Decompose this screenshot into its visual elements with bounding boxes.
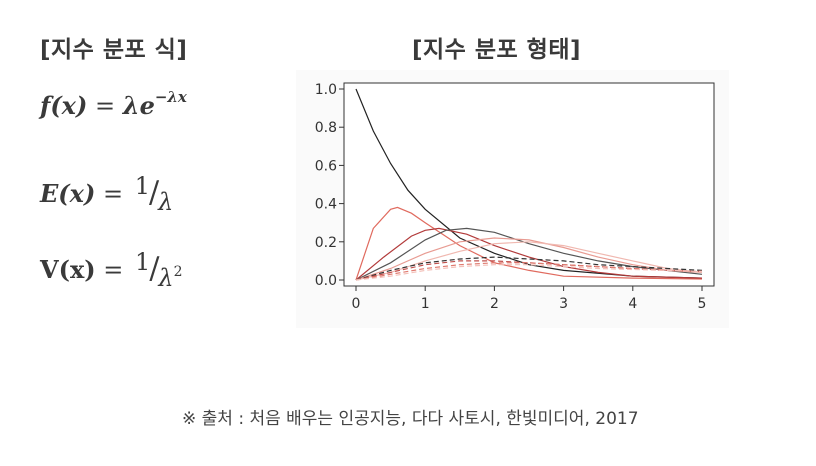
expectation-fraction-slash: /	[148, 175, 160, 210]
y-tick-label: 1.0	[315, 82, 337, 98]
y-tick-label: 0.8	[315, 120, 337, 136]
formula-section-heading: [지수 분포 식]	[40, 37, 188, 63]
series-line-1	[355, 88, 703, 279]
x-tick-label: 1	[421, 296, 430, 312]
y-tick-label: 0.2	[315, 235, 337, 251]
expectation-arg: (x)	[58, 179, 96, 208]
expectation-numerator: 1	[134, 172, 150, 200]
variance-denominator-base: λ	[158, 264, 174, 292]
y-tick-label: 0.4	[315, 197, 337, 213]
expectation-eq: =	[95, 180, 131, 208]
variance-eq: =	[95, 256, 132, 284]
series-line-5	[355, 237, 703, 281]
variance-numerator: 1	[135, 248, 151, 276]
pdf-arg: (x)	[50, 91, 88, 120]
variance-denominator-power: 2	[173, 264, 183, 280]
expectation-lhs: E	[40, 179, 59, 208]
exponential-distribution-chart: 0.0 0.2 0.4 0.6 0.8 1.0 0 1 2 3 4 5	[296, 70, 729, 328]
series-line-2	[355, 206, 703, 281]
series-line-4	[355, 227, 703, 281]
series-line-7	[355, 256, 703, 281]
variance-lhs: V	[40, 255, 59, 284]
variance-denominator: λ2	[158, 264, 182, 292]
series-line-10	[355, 264, 703, 281]
expectation-denominator: λ	[158, 188, 174, 216]
series-line-9	[355, 262, 703, 281]
x-tick-label: 3	[559, 296, 568, 312]
expectation-formula: E(x) = 1/λ	[40, 172, 173, 216]
x-tick-label: 4	[628, 296, 637, 312]
source-citation: ※ 출처 : 처음 배우는 인공지능, 다다 사토시, 한빛미디어, 2017	[182, 409, 639, 429]
chart-section-heading: [지수 분포 형태]	[412, 37, 581, 63]
variance-arg: (x)	[58, 255, 96, 284]
pdf-rhs: λe	[122, 91, 155, 120]
y-tick-label: 0.6	[315, 158, 337, 174]
pdf-formula: f(x) = λe−λx	[40, 88, 187, 120]
pdf-lhs: f	[40, 91, 51, 120]
pdf-exponent: −λx	[154, 88, 187, 106]
variance-formula: V(x) = 1/λ2	[40, 248, 183, 292]
variance-fraction-slash: /	[149, 251, 160, 286]
plot-frame	[343, 82, 715, 287]
chart-canvas: 0.0 0.2 0.4 0.6 0.8 1.0 0 1 2 3 4 5	[315, 82, 715, 312]
pdf-eq: =	[87, 92, 123, 120]
x-tick-label: 5	[698, 296, 707, 312]
x-tick-label: 2	[490, 296, 499, 312]
x-tick-label: 0	[352, 296, 361, 312]
y-tick-label: 0.0	[315, 273, 337, 289]
